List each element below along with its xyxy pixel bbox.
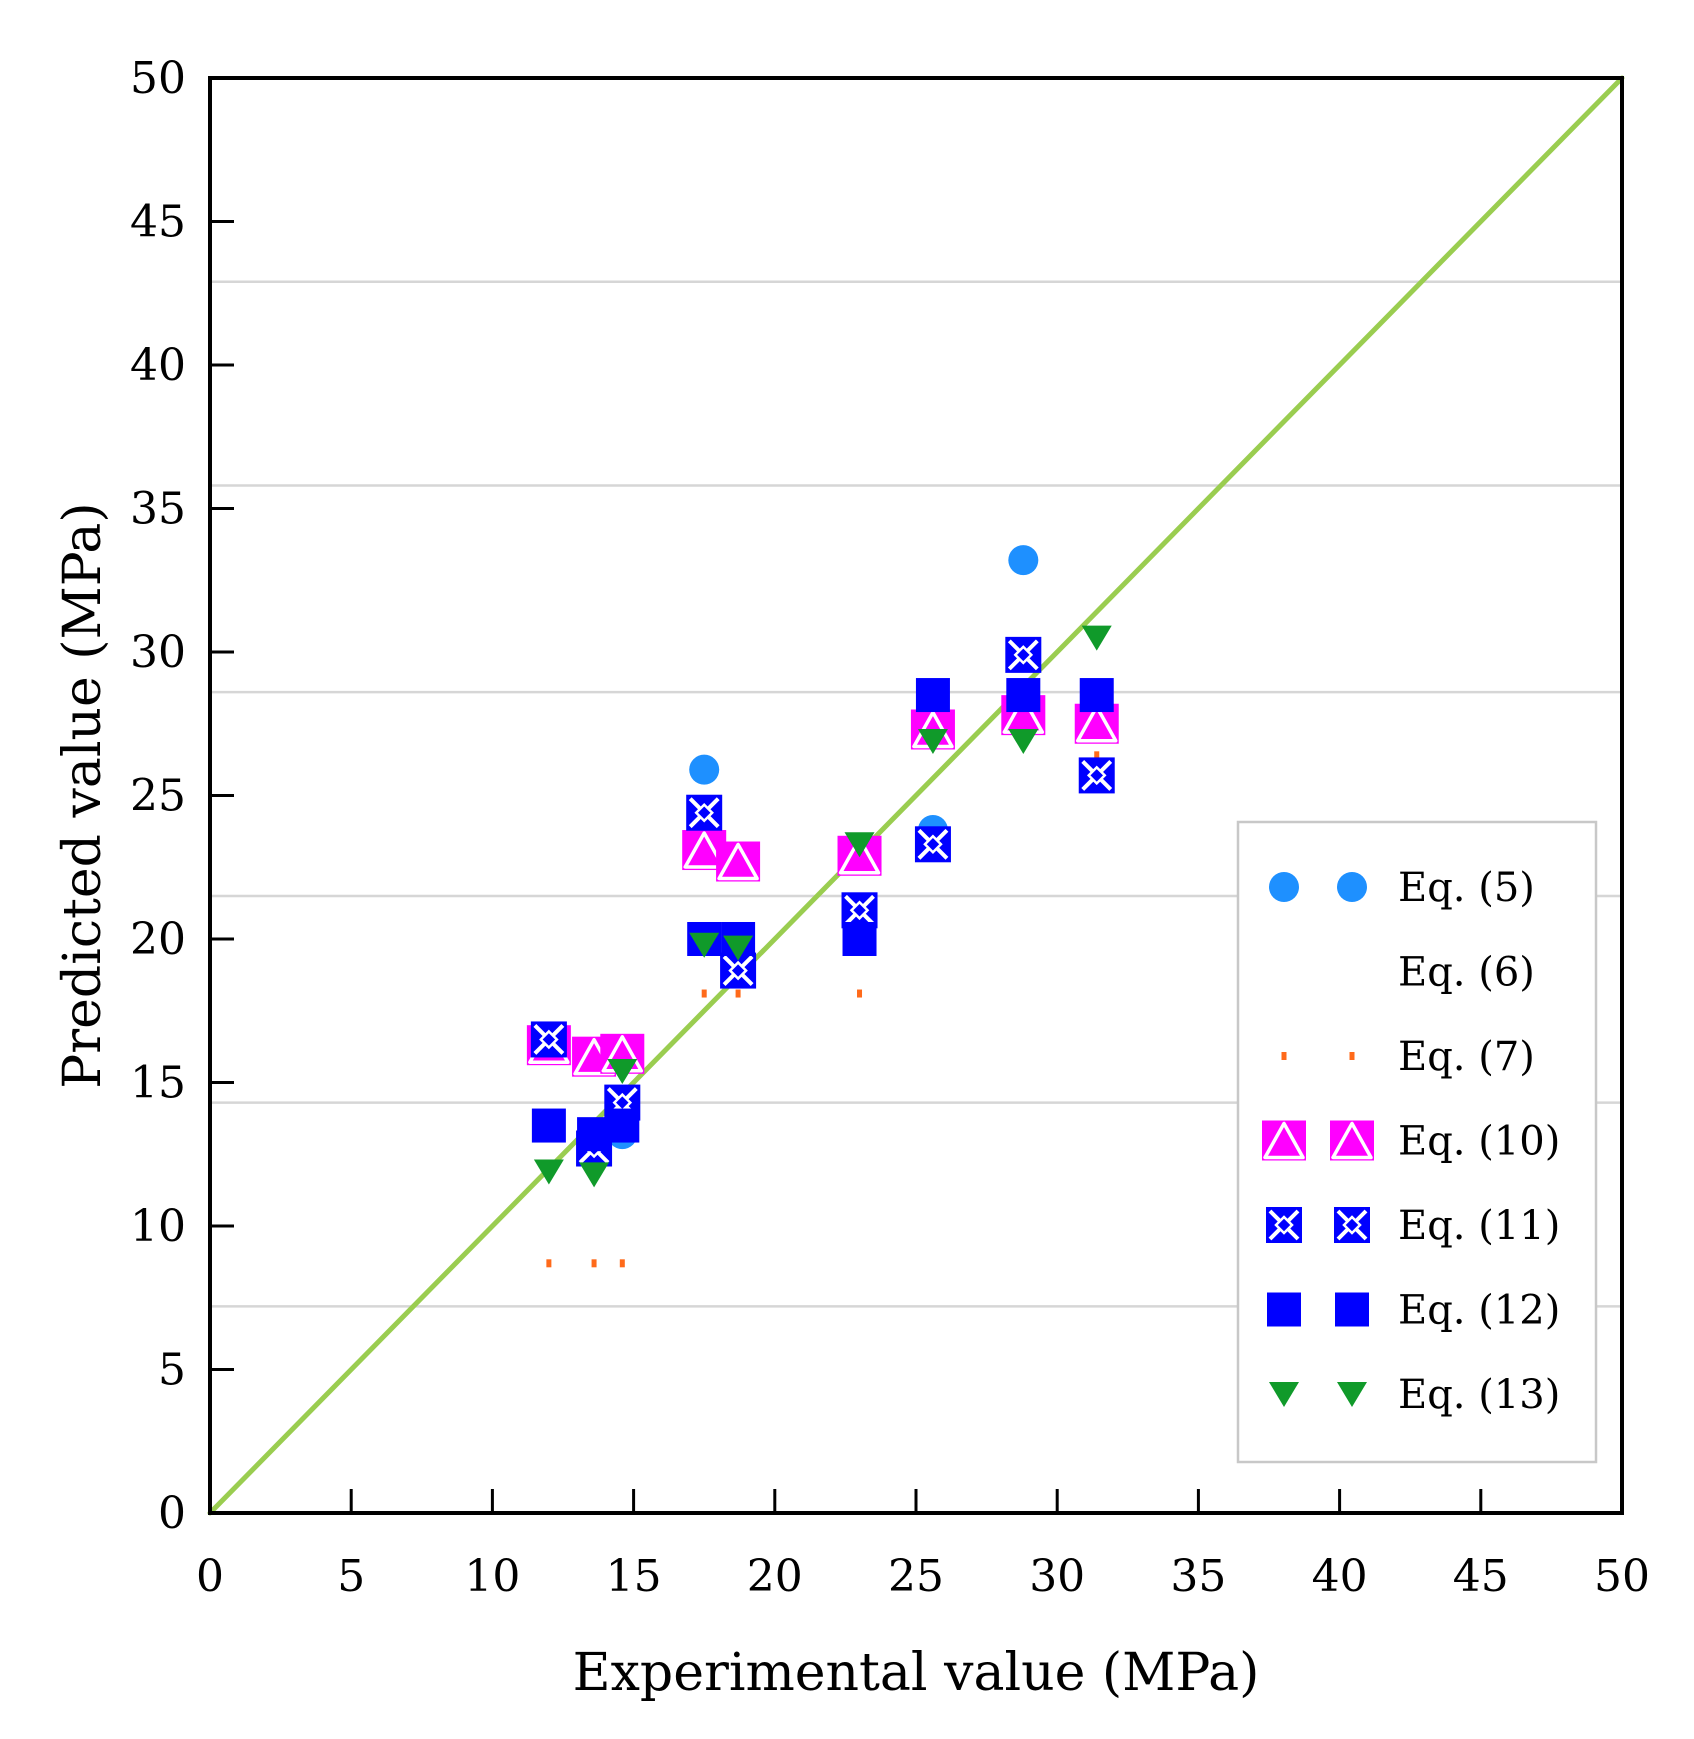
x-tick-labels: 0 5 10 15 20 25 30 35 40 45 50 [196,1551,1650,1602]
legend-item: Eq. (5) [1269,865,1535,911]
point-dot [1094,751,1100,760]
y-tick-label: 5 [158,1345,186,1396]
y-tick-label: 25 [130,771,186,822]
legend-item: Eq. (12) [1267,1288,1560,1334]
y-tick-label: 20 [130,914,186,965]
legend-item: Eq. (6) [1398,950,1535,996]
point-square [1335,1292,1369,1327]
point-square [1267,1292,1301,1327]
legend: Eq. (5) Eq. (6) Eq. (7) Eq. (10) Eq. (11) Eq.… [1236,820,1598,1464]
y-tick-label: 0 [158,1488,186,1539]
point-diamond [694,802,714,823]
legend-label: Eq. (5) [1398,865,1535,911]
point-square-bg [716,841,761,882]
point-square-bg [1330,1120,1374,1161]
y-axis-title: Predicted value (MPa) [53,502,113,1088]
point-triangle-down [1008,728,1039,754]
x-tick-label: 35 [1170,1551,1226,1602]
point-dot [546,1259,552,1268]
y-tick-labels: 0 5 10 15 20 25 30 35 40 45 50 [130,53,186,1539]
y-tick-label: 15 [130,1058,186,1109]
point-triangle-down [917,728,948,754]
x-tick-label: 5 [337,1551,365,1602]
point-dot [1281,1052,1287,1060]
point-triangle-down [723,935,754,961]
point-dot [619,1259,625,1268]
x-tick-label: 30 [1029,1551,1085,1602]
point-dot [857,989,863,998]
legend-label: Eq. (6) [1398,950,1535,996]
legend-item: Eq. (11) [1266,1203,1560,1249]
point-diamond [849,900,870,921]
y-tick-label: 30 [130,627,186,678]
point-diamond [1013,645,1034,665]
x-tick-label: 45 [1453,1551,1509,1602]
x-axis-title: Experimental value (MPa) [573,1643,1260,1703]
point-triangle-outline [1263,1121,1305,1160]
point-triangle-down [1337,1382,1367,1407]
point-diamond [1342,1215,1362,1235]
point-triangle-outline [1331,1121,1373,1160]
point-diamond [923,834,943,855]
x-tick-label: 40 [1312,1551,1368,1602]
point-dot [1349,1052,1355,1060]
point-diamond [1274,1215,1294,1235]
point-square [531,1108,566,1143]
reference-line-layer [207,75,1625,1516]
point-triangle-down [1269,1382,1299,1407]
point-triangle-outline [717,842,759,881]
point-dot [701,989,707,998]
y-tick-label: 40 [130,340,186,391]
point-diamond [539,1029,559,1050]
point-dot [735,989,741,998]
series-eq7 [546,751,1100,1268]
point-square-bg [1262,1120,1306,1161]
legend-label: Eq. (7) [1398,1034,1535,1080]
y-tick-label: 50 [130,53,186,104]
point-triangle-down [607,1059,638,1085]
point-circle [1337,872,1367,902]
point-circle [1269,872,1299,902]
y-tick-label: 45 [130,197,186,248]
x-tick-label: 20 [747,1551,803,1602]
legend-label: Eq. (13) [1398,1372,1560,1418]
legend-label: Eq. (10) [1398,1119,1560,1165]
series-eq12 [531,678,1114,1152]
point-triangle-outline [1075,705,1118,743]
point-square [605,1108,640,1143]
x-tick-label: 0 [196,1551,224,1602]
data-points [526,545,1119,1268]
legend-item: Eq. (7) [1281,1034,1535,1080]
point-triangle-down [579,1162,610,1188]
x-tick-label: 15 [606,1551,662,1602]
x-tick-label: 50 [1594,1551,1650,1602]
x-tick-label: 25 [888,1551,944,1602]
point-circle [1008,545,1039,576]
reference-line [207,75,1625,1516]
point-square [1006,678,1041,713]
legend-item: Eq. (13) [1269,1372,1560,1418]
point-circle [689,754,720,785]
series-eq13 [533,625,1112,1188]
y-tick-label: 10 [130,1201,186,1252]
point-triangle-down [1081,625,1112,651]
y-tick-label: 35 [130,484,186,535]
point-square [915,678,950,713]
point-triangle-down [689,932,720,958]
legend-item: Eq. (10) [1262,1119,1560,1165]
point-triangle-outline [683,831,725,869]
point-diamond [728,960,748,981]
point-triangle-outline [838,837,881,875]
point-square [842,922,877,956]
point-diamond [1086,765,1107,786]
point-square [1079,678,1114,713]
legend-label: Eq. (12) [1398,1288,1560,1334]
point-triangle-down [533,1159,564,1185]
point-triangle-down [844,832,875,858]
point-dot [591,1259,597,1268]
x-tick-label: 10 [464,1551,520,1602]
legend-label: Eq. (11) [1398,1203,1560,1249]
axis-ticks [208,76,1624,1515]
